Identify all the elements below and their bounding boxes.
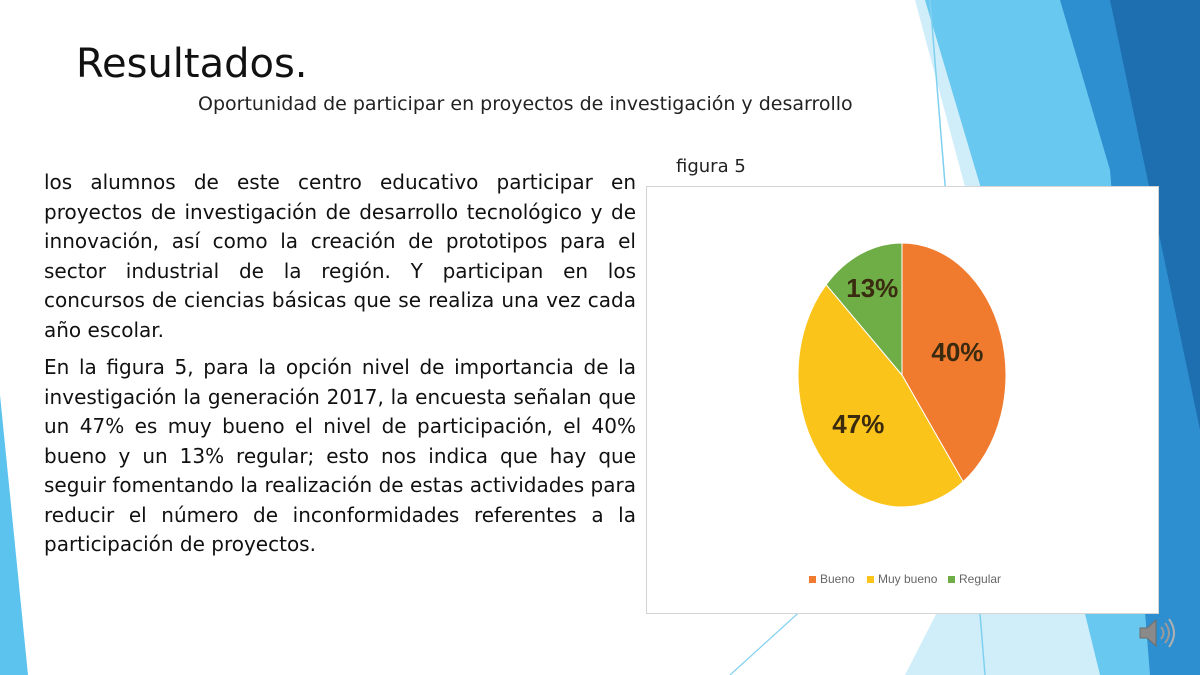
body-paragraph-1: los alumnos de este centro educativo par… <box>44 170 636 342</box>
pie-slice-muy-bueno <box>797 283 964 508</box>
chart-legend: Bueno Muy bueno Regular <box>0 572 1200 598</box>
body-text: los alumnos de este centro educativo par… <box>44 168 636 560</box>
legend-item: Muy bueno <box>867 572 937 586</box>
pie-slice-regular <box>825 242 903 377</box>
legend-label: Bueno <box>820 572 855 586</box>
speaker-glyph <box>1139 618 1175 648</box>
legend-swatch <box>867 575 874 583</box>
pie-chart: 40% 47% 13% <box>797 242 1007 508</box>
pie-data-label: 47% <box>832 409 884 439</box>
pie-slice-bueno <box>901 242 1007 483</box>
legend-swatch <box>948 575 955 583</box>
pie-chart-panel: 40% 47% 13% <box>646 186 1159 614</box>
speaker-icon[interactable] <box>1136 614 1178 652</box>
pie-data-label: 13% <box>846 273 898 303</box>
figure-caption: figura 5 <box>676 156 746 177</box>
legend-item: Bueno <box>809 572 855 586</box>
slide-subtitle: Oportunidad de participar en proyectos d… <box>198 93 853 115</box>
decor-shape-left <box>0 395 28 675</box>
legend-swatch <box>809 575 816 583</box>
page-title: Resultados. <box>76 41 308 87</box>
body-paragraph-2: En la figura 5, para la opción nivel de … <box>44 355 636 556</box>
legend-label: Muy bueno <box>878 572 938 586</box>
legend-label: Regular <box>959 572 1002 586</box>
legend-item: Regular <box>948 572 1001 586</box>
pie-data-label: 40% <box>931 337 983 367</box>
